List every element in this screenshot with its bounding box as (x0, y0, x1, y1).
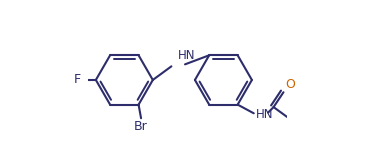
Text: HN: HN (178, 49, 195, 62)
Text: O: O (285, 78, 296, 91)
Text: F: F (74, 74, 81, 86)
Text: Br: Br (134, 120, 148, 133)
Text: HN: HN (256, 108, 274, 121)
